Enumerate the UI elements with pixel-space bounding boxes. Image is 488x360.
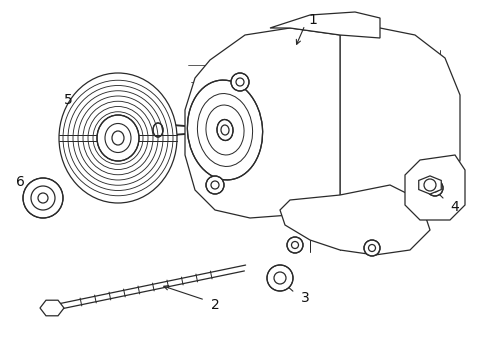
Polygon shape (418, 176, 440, 194)
Polygon shape (280, 185, 429, 255)
Ellipse shape (217, 120, 233, 140)
Circle shape (23, 178, 63, 218)
Polygon shape (339, 28, 459, 225)
Circle shape (286, 237, 303, 253)
Circle shape (266, 265, 292, 291)
Text: 2: 2 (210, 298, 219, 312)
Ellipse shape (187, 80, 262, 180)
Polygon shape (184, 28, 339, 218)
Circle shape (205, 176, 224, 194)
Ellipse shape (59, 73, 177, 203)
Text: 3: 3 (300, 291, 309, 305)
Text: 6: 6 (16, 175, 24, 189)
Text: 5: 5 (63, 93, 72, 107)
Ellipse shape (97, 115, 139, 161)
Polygon shape (404, 155, 464, 220)
Ellipse shape (153, 123, 163, 137)
Circle shape (230, 73, 248, 91)
Circle shape (363, 240, 379, 256)
Polygon shape (40, 300, 64, 316)
Polygon shape (269, 12, 379, 38)
Circle shape (426, 180, 442, 196)
Text: 1: 1 (308, 13, 317, 27)
Text: 4: 4 (450, 200, 458, 214)
